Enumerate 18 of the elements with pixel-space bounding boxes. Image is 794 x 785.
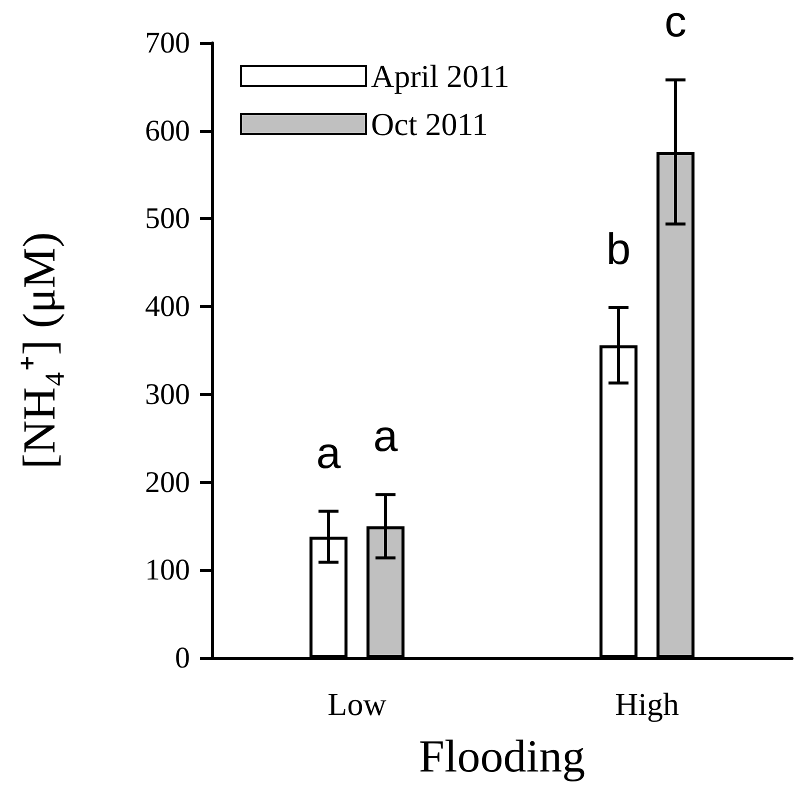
y-axis-title: [NH₄⁺] (μM) [14, 232, 64, 469]
x-axis-title: Flooding [418, 730, 586, 782]
annotation: c [664, 0, 686, 46]
y-tick-label: 700 [145, 26, 190, 60]
y-tick-label: 600 [145, 114, 190, 148]
annotation: a [316, 428, 342, 478]
y-tick-label: 100 [145, 554, 190, 587]
x-tick-label: High [615, 686, 679, 722]
annotation: b [606, 224, 631, 274]
y-tick-label: 400 [145, 290, 190, 324]
x-tick-label: Low [328, 686, 386, 722]
y-tick-label: 500 [145, 202, 190, 236]
legend-label: April 2011 [371, 58, 510, 94]
legend-label: Oct 2011 [371, 106, 488, 142]
annotation: a [373, 412, 398, 462]
y-tick-label: 200 [145, 466, 190, 499]
y-tick-label: 0 [175, 642, 190, 674]
y-tick-label: 300 [145, 378, 190, 411]
